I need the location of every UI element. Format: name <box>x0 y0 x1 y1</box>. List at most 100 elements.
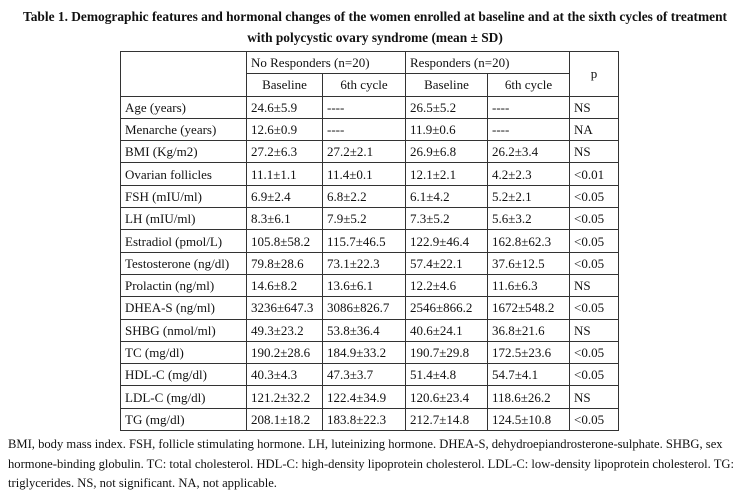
cell-r-baseline: 26.5±5.2 <box>405 95 488 119</box>
table-row: HDL-C (mg/dl) 40.3±4.3 47.3±3.7 51.4±4.8 54.… <box>120 363 619 387</box>
cell-p-value: NS <box>569 318 619 342</box>
cell-p-value: <0.05 <box>569 296 619 320</box>
row-label: Prolactin (ng/ml) <box>120 273 247 298</box>
table-body: No Responders (n=20) Responders (n=20) p… <box>120 50 619 432</box>
cell-nr-sixth: 13.6±6.1 <box>322 273 406 298</box>
cell-r-sixth: 36.8±21.6 <box>487 318 570 342</box>
row-label: SHBG (nmol/ml) <box>120 318 247 342</box>
row-label: LH (mIU/ml) <box>120 207 247 231</box>
header-row-groups: No Responders (n=20) Responders (n=20) p <box>120 50 619 97</box>
row-label: Ovarian follicles <box>120 162 247 186</box>
cell-r-baseline: 11.9±0.6 <box>405 117 488 142</box>
table-row: FSH (mIU/ml) 6.9±2.4 6.8±2.2 6.1±4.2 5.2±2.1… <box>120 184 619 209</box>
cell-p-value: <0.01 <box>569 162 619 186</box>
cell-r-sixth: 26.2±3.4 <box>487 140 570 164</box>
cell-nr-sixth: 184.9±33.2 <box>322 340 406 365</box>
cell-nr-baseline: 208.1±18.2 <box>246 407 323 432</box>
table-row: TG (mg/dl) 208.1±18.2 183.8±22.3 212.7±14.8… <box>120 407 619 432</box>
table-caption: Table 1. Demographic features and hormon… <box>23 9 727 45</box>
table-row: Age (years) 24.6±5.9 ---- 26.5±5.2 ---- NS <box>120 95 619 119</box>
cell-nr-sixth: 47.3±3.7 <box>322 363 406 387</box>
row-label: Estradiol (pmol/L) <box>120 229 247 253</box>
cell-nr-sixth: 73.1±22.3 <box>322 251 406 275</box>
cell-p-value: <0.05 <box>569 229 619 253</box>
cell-nr-sixth: ---- <box>322 117 406 142</box>
table-row: LDL-C (mg/dl) 121.2±32.2 122.4±34.9 120.6±2… <box>120 385 619 409</box>
cell-nr-sixth: 11.4±0.1 <box>322 162 406 186</box>
cell-r-sixth: 1672±548.2 <box>487 296 570 320</box>
cell-r-baseline: 57.4±22.1 <box>405 251 488 275</box>
cell-p-value: NS <box>569 140 619 164</box>
header-p: p <box>569 51 619 97</box>
row-label: Testosterone (ng/dl) <box>120 251 247 275</box>
cell-p-value: <0.05 <box>569 184 619 209</box>
header-nr-sixth: 6th cycle <box>322 73 406 97</box>
header-no-responders: No Responders (n=20) <box>246 50 406 75</box>
cell-nr-sixth: 7.9±5.2 <box>322 207 406 231</box>
table-row: DHEA-S (ng/ml) 3236±647.3 3086±826.7 2546±8… <box>120 296 619 320</box>
table-row: Prolactin (ng/ml) 14.6±8.2 13.6±6.1 12.2±4.… <box>120 273 619 298</box>
table-row: Ovarian follicles 11.1±1.1 11.4±0.1 12.1±2.… <box>120 162 619 186</box>
row-label: Menarche (years) <box>120 117 247 142</box>
table-row: LH (mIU/ml) 8.3±6.1 7.9±5.2 7.3±5.2 5.6±3.2 <… <box>120 207 619 231</box>
cell-p-value: <0.05 <box>569 251 619 275</box>
table-row: Estradiol (pmol/L) 105.8±58.2 115.7±46.5 12… <box>120 229 619 253</box>
cell-nr-baseline: 27.2±6.3 <box>246 140 323 164</box>
cell-nr-sixth: 115.7±46.5 <box>322 229 406 253</box>
cell-p-value: NS <box>569 273 619 298</box>
cell-p-value: NA <box>569 117 619 142</box>
table-row: Menarche (years) 12.6±0.9 ---- 11.9±0.6 ----… <box>120 117 619 142</box>
cell-nr-sixth: 53.8±36.4 <box>322 318 406 342</box>
cell-nr-sixth: 122.4±34.9 <box>322 385 406 409</box>
cell-r-sixth: 118.6±26.2 <box>487 385 570 409</box>
cell-nr-sixth: 3086±826.7 <box>322 296 406 320</box>
cell-p-value: <0.05 <box>569 207 619 231</box>
cell-r-baseline: 12.2±4.6 <box>405 273 488 298</box>
cell-r-baseline: 51.4±4.8 <box>405 363 488 387</box>
header-blank-cell <box>120 51 247 97</box>
cell-r-sixth: 54.7±4.1 <box>487 363 570 387</box>
cell-p-value: <0.05 <box>569 340 619 365</box>
cell-r-sixth: 4.2±2.3 <box>487 162 570 186</box>
cell-r-baseline: 26.9±6.8 <box>405 140 488 164</box>
cell-r-baseline: 2546±866.2 <box>405 296 488 320</box>
cell-p-value: <0.05 <box>569 407 619 432</box>
header-r-baseline: Baseline <box>405 73 488 97</box>
cell-nr-baseline: 49.3±23.2 <box>246 318 323 342</box>
cell-r-sixth: 124.5±10.8 <box>487 407 570 432</box>
cell-r-baseline: 122.9±46.4 <box>405 229 488 253</box>
cell-r-sixth: 5.2±2.1 <box>487 184 570 209</box>
cell-nr-baseline: 40.3±4.3 <box>246 363 323 387</box>
row-label: BMI (Kg/m2) <box>120 140 247 164</box>
cell-nr-baseline: 11.1±1.1 <box>246 162 323 186</box>
table-row: BMI (Kg/m2) 27.2±6.3 27.2±2.1 26.9±6.8 26.2±… <box>120 140 619 164</box>
cell-r-sixth: ---- <box>487 117 570 142</box>
cell-p-value: NS <box>569 95 619 119</box>
cell-r-baseline: 190.7±29.8 <box>405 340 488 365</box>
row-label: LDL-C (mg/dl) <box>120 385 247 409</box>
cell-r-sixth: 5.6±3.2 <box>487 207 570 231</box>
cell-r-sixth: ---- <box>487 95 570 119</box>
cell-nr-baseline: 79.8±28.6 <box>246 251 323 275</box>
row-label: HDL-C (mg/dl) <box>120 363 247 387</box>
cell-nr-baseline: 24.6±5.9 <box>246 95 323 119</box>
cell-p-value: <0.05 <box>569 363 619 387</box>
row-label: Age (years) <box>120 95 247 119</box>
cell-r-baseline: 212.7±14.8 <box>405 407 488 432</box>
cell-nr-baseline: 6.9±2.4 <box>246 184 323 209</box>
cell-r-baseline: 12.1±2.1 <box>405 162 488 186</box>
cell-nr-sixth: 6.8±2.2 <box>322 184 406 209</box>
header-responders: Responders (n=20) <box>405 50 570 75</box>
cell-nr-baseline: 12.6±0.9 <box>246 117 323 142</box>
cell-nr-sixth: 27.2±2.1 <box>322 140 406 164</box>
cell-nr-baseline: 8.3±6.1 <box>246 207 323 231</box>
row-label: DHEA-S (ng/ml) <box>120 296 247 320</box>
row-label: FSH (mIU/ml) <box>120 184 247 209</box>
cell-nr-sixth: 183.8±22.3 <box>322 407 406 432</box>
cell-nr-sixth: ---- <box>322 95 406 119</box>
header-r-sixth: 6th cycle <box>487 73 570 97</box>
cell-p-value: NS <box>569 385 619 409</box>
row-label: TC (mg/dl) <box>120 340 247 365</box>
table-footnote: BMI, body mass index. FSH, follicle stim… <box>8 437 735 490</box>
cell-nr-baseline: 190.2±28.6 <box>246 340 323 365</box>
